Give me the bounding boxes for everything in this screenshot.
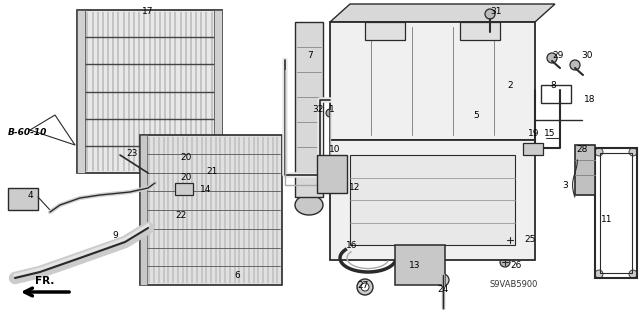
- Text: 6: 6: [234, 271, 240, 279]
- Bar: [214, 10, 222, 173]
- Bar: [365, 22, 405, 40]
- Bar: [8, 188, 38, 210]
- Text: 17: 17: [142, 8, 154, 17]
- Bar: [175, 183, 193, 195]
- Text: 7: 7: [307, 50, 313, 60]
- Bar: [317, 155, 347, 193]
- Bar: [77, 10, 85, 173]
- Polygon shape: [330, 4, 555, 22]
- Circle shape: [152, 157, 158, 163]
- Circle shape: [159, 146, 171, 158]
- Text: 9: 9: [112, 231, 118, 240]
- Text: 26: 26: [510, 261, 522, 270]
- Bar: [575, 145, 595, 195]
- Bar: [395, 245, 445, 285]
- Text: 24: 24: [437, 286, 449, 294]
- Circle shape: [326, 109, 334, 117]
- Circle shape: [629, 148, 637, 156]
- Text: 32: 32: [312, 106, 324, 115]
- Circle shape: [357, 279, 373, 295]
- Ellipse shape: [295, 195, 323, 215]
- Text: 11: 11: [601, 216, 612, 225]
- Circle shape: [547, 53, 557, 63]
- Circle shape: [162, 149, 168, 155]
- Circle shape: [500, 257, 510, 267]
- Bar: [295, 22, 323, 197]
- Circle shape: [160, 200, 170, 210]
- Circle shape: [570, 60, 580, 70]
- Circle shape: [117, 150, 123, 156]
- Text: 4: 4: [27, 190, 33, 199]
- Circle shape: [327, 160, 337, 170]
- Text: 5: 5: [473, 110, 479, 120]
- Text: 2: 2: [507, 80, 513, 90]
- Circle shape: [404, 249, 436, 281]
- Text: 30: 30: [581, 50, 593, 60]
- Text: FR.: FR.: [35, 276, 54, 286]
- Circle shape: [485, 9, 495, 19]
- Text: 23: 23: [126, 149, 138, 158]
- Bar: [330, 140, 535, 260]
- Circle shape: [437, 274, 449, 286]
- Text: 14: 14: [200, 186, 212, 195]
- Bar: [600, 153, 632, 273]
- Text: S9VAB5900: S9VAB5900: [490, 280, 538, 289]
- Text: 15: 15: [544, 129, 556, 137]
- Bar: [140, 135, 147, 285]
- Bar: [350, 155, 515, 245]
- Text: 18: 18: [584, 95, 596, 105]
- Bar: [523, 143, 543, 155]
- Text: 12: 12: [349, 183, 361, 192]
- Circle shape: [327, 173, 337, 183]
- Text: 25: 25: [524, 235, 536, 244]
- Text: B-60-10: B-60-10: [8, 128, 47, 137]
- Circle shape: [361, 283, 369, 291]
- Text: 1: 1: [329, 106, 335, 115]
- Bar: [77, 10, 222, 173]
- Circle shape: [629, 270, 637, 278]
- Text: 29: 29: [552, 50, 564, 60]
- Circle shape: [185, 162, 195, 172]
- Text: 20: 20: [180, 153, 192, 162]
- Text: 13: 13: [409, 261, 420, 270]
- Text: 16: 16: [346, 241, 358, 249]
- Text: 27: 27: [357, 280, 369, 290]
- Circle shape: [412, 257, 428, 273]
- Text: 20: 20: [180, 174, 192, 182]
- Bar: [460, 22, 500, 40]
- Text: 3: 3: [562, 181, 568, 189]
- Circle shape: [595, 148, 603, 156]
- Bar: [140, 135, 282, 285]
- Text: 10: 10: [329, 145, 340, 154]
- Circle shape: [149, 154, 161, 166]
- Circle shape: [310, 108, 320, 118]
- Bar: [541, 85, 571, 103]
- Text: 31: 31: [490, 8, 502, 17]
- Circle shape: [417, 262, 423, 268]
- Text: 22: 22: [175, 211, 187, 219]
- Bar: [330, 22, 535, 140]
- Text: 21: 21: [206, 167, 218, 176]
- Text: 8: 8: [550, 80, 556, 90]
- Circle shape: [595, 270, 603, 278]
- Text: 19: 19: [528, 129, 540, 137]
- Circle shape: [505, 235, 515, 245]
- Bar: [595, 148, 637, 278]
- Text: 28: 28: [576, 145, 588, 154]
